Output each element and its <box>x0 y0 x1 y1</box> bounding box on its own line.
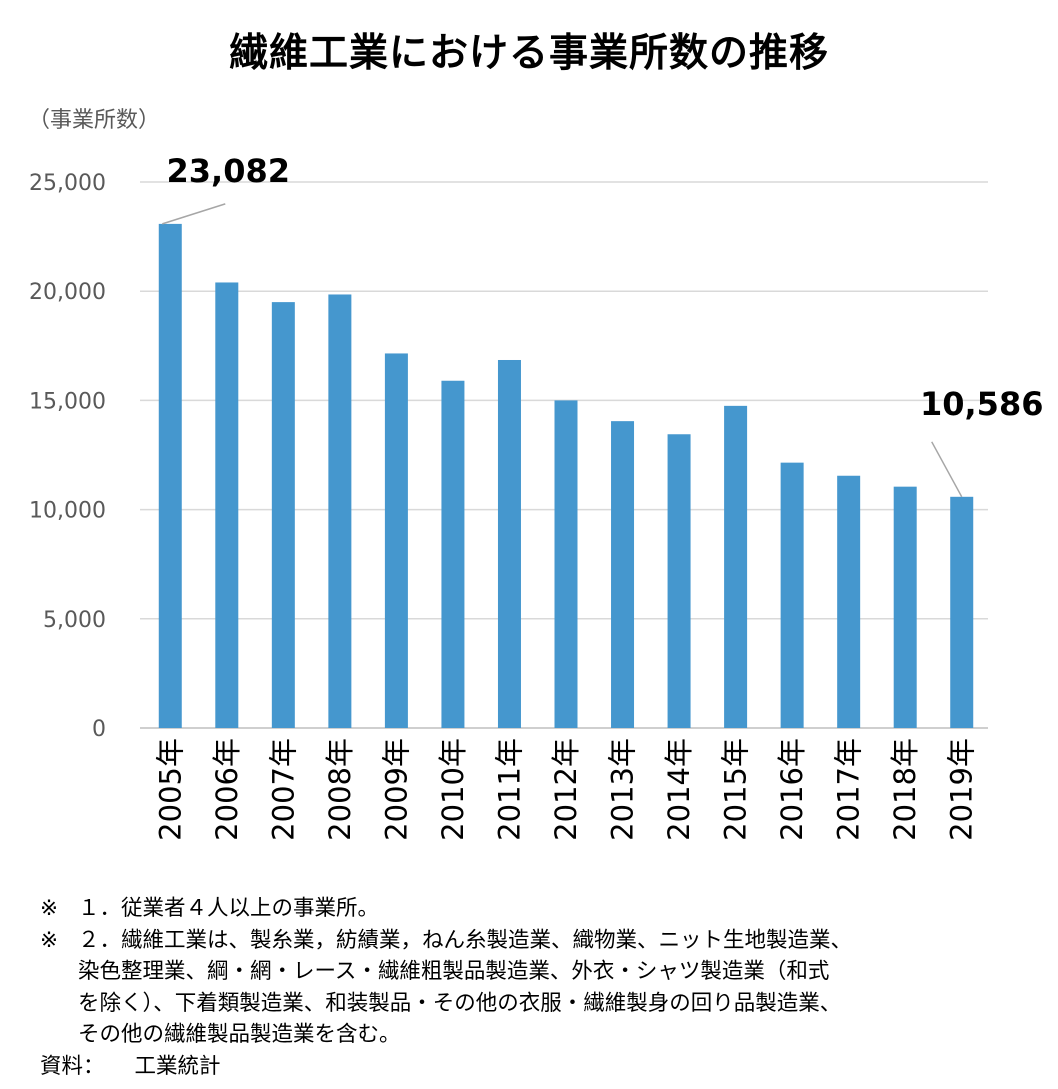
bar <box>215 282 239 728</box>
bar <box>384 353 408 728</box>
bar <box>837 475 861 728</box>
chart-title: 繊維工業における事業所数の推移 <box>228 31 829 76</box>
x-tick-label: 2005年 <box>153 738 187 841</box>
x-tick-label: 2018年 <box>888 738 922 841</box>
data-label: 23,082 <box>167 152 290 190</box>
bar <box>158 223 182 729</box>
source-label: 資料： <box>40 1053 105 1079</box>
source-line: 資料： 工業統計 <box>40 1051 1050 1083</box>
y-tick-label: 5,000 <box>43 608 106 633</box>
x-tick-label: 2016年 <box>775 738 809 841</box>
note-text-continued: その他の繊維製品製造業を含む。 <box>78 1022 401 1047</box>
bar <box>497 359 521 728</box>
note-text-continued: を除く）、下着類製造業、和装製品・その他の衣服・繊維製身の回り品製造業、 <box>78 990 842 1016</box>
y-axis-label: （事業所数） <box>28 108 160 133</box>
note-mark: ※ <box>40 896 59 921</box>
y-axis-ticks: 0 5,000 10,000 15,000 20,000 25,000 <box>29 171 106 742</box>
x-axis-ticks: 2005年 2006年 2007年 2008年 2009年 2010年 2011年 2012年… <box>153 738 978 841</box>
y-tick-label: 15,000 <box>29 389 106 414</box>
x-tick-label: 2007年 <box>266 738 300 841</box>
y-tick-label: 20,000 <box>29 280 106 305</box>
y-tick-label: 0 <box>92 717 106 742</box>
annotation-leader-line <box>931 441 963 498</box>
note-mark: ※ <box>40 927 59 953</box>
bar <box>724 405 748 728</box>
x-tick-label: 2017年 <box>832 738 866 841</box>
bar <box>611 421 635 728</box>
bar <box>328 294 352 728</box>
x-tick-label: 2015年 <box>719 738 753 841</box>
bar <box>780 462 804 728</box>
note-text-continued: 染色整理業、綱・網・レース・繊維粗製品製造業、外衣・シャツ製造業（和式 <box>78 959 830 984</box>
annotation-leader-line <box>162 203 226 225</box>
x-tick-label: 2014年 <box>662 738 696 841</box>
x-tick-label: 2006年 <box>210 738 244 841</box>
x-tick-label: 2019年 <box>945 738 979 841</box>
x-tick-label: 2010年 <box>436 738 470 841</box>
note-text: ２．繊維工業は、製糸業，紡績業，ねん糸製造業、織物業、ニット生地製造業、 <box>78 927 853 953</box>
footnote-2: ※ ２．繊維工業は、製糸業，紡績業，ねん糸製造業、織物業、ニット生地製造業、 <box>40 925 1050 957</box>
annotations: 23,082 10,586 <box>162 152 1043 498</box>
x-tick-label: 2008年 <box>323 738 357 841</box>
x-tick-label: 2013年 <box>606 738 640 841</box>
bar <box>271 302 295 728</box>
note-text: １．従業者４人以上の事業所。 <box>78 896 380 921</box>
y-tick-label: 10,000 <box>29 499 106 524</box>
bar <box>950 496 974 728</box>
footnote-1: ※ １．従業者４人以上の事業所。 <box>40 893 1050 925</box>
bar-chart: （事業所数） 0 5,000 10,000 15,000 20,000 25,000 20… <box>28 108 1043 841</box>
bar <box>554 400 578 728</box>
bar <box>893 486 917 728</box>
x-tick-label: 2011年 <box>492 738 526 841</box>
x-tick-label: 2009年 <box>379 738 413 841</box>
bars <box>158 223 974 729</box>
x-tick-label: 2012年 <box>549 738 583 841</box>
data-label: 10,586 <box>920 385 1043 423</box>
bar <box>441 380 465 728</box>
y-tick-label: 25,000 <box>29 171 106 196</box>
source-value: 工業統計 <box>134 1053 221 1079</box>
footnotes: ※ １．従業者４人以上の事業所。 ※ ２．繊維工業は、製糸業，紡績業，ねん糸製造… <box>40 893 1050 1082</box>
bar <box>667 434 691 728</box>
